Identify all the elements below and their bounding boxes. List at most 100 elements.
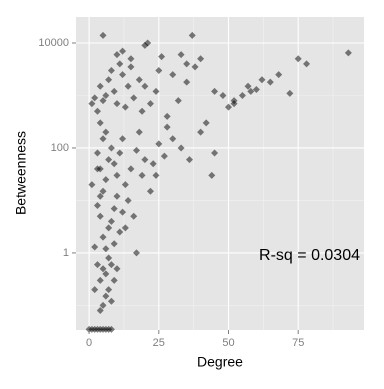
point (91, 286, 99, 294)
point (99, 301, 107, 309)
point (93, 261, 101, 269)
point (116, 228, 124, 236)
point (116, 60, 124, 68)
point (160, 152, 168, 160)
point (102, 245, 110, 253)
point (107, 261, 115, 269)
point (121, 181, 129, 189)
point (105, 286, 113, 294)
point (107, 325, 115, 333)
point (99, 233, 107, 241)
point (155, 140, 163, 148)
point (93, 149, 101, 157)
point (230, 100, 238, 108)
point (183, 78, 191, 86)
point (102, 270, 110, 278)
point (208, 171, 216, 179)
point (344, 49, 352, 57)
point (110, 205, 118, 213)
point (244, 82, 252, 90)
point (294, 55, 302, 63)
point (99, 31, 107, 39)
point (102, 128, 110, 136)
point (163, 123, 171, 131)
point (105, 156, 113, 164)
point (258, 76, 266, 84)
y-axis-label: Betweenness (13, 131, 29, 215)
point (88, 100, 96, 108)
point (163, 112, 171, 120)
point (177, 51, 185, 59)
point (99, 187, 107, 195)
point (96, 119, 104, 127)
point (113, 192, 121, 200)
point (183, 60, 191, 68)
point (158, 53, 166, 61)
point (99, 135, 107, 143)
point (174, 97, 182, 105)
point (132, 146, 140, 154)
point (130, 94, 138, 102)
x-tick-label: 75 (292, 337, 304, 349)
point (121, 103, 129, 111)
point (188, 31, 196, 39)
point (252, 86, 260, 94)
point (141, 82, 149, 90)
x-tick-label: 25 (153, 337, 165, 349)
point (127, 63, 135, 71)
point (169, 135, 177, 143)
point (110, 160, 118, 168)
point (113, 171, 121, 179)
point (135, 128, 143, 136)
point (146, 187, 154, 195)
point (119, 135, 127, 143)
point (107, 144, 115, 152)
y-tick-label: 1 (63, 247, 69, 259)
point (135, 76, 143, 84)
point (91, 94, 99, 102)
point (238, 91, 246, 99)
point (96, 306, 104, 314)
point (219, 91, 227, 99)
point (132, 249, 140, 257)
point (152, 87, 160, 95)
point (149, 160, 157, 168)
point (105, 76, 113, 84)
point (99, 265, 107, 273)
point (121, 224, 129, 232)
point (99, 97, 107, 105)
point (211, 87, 219, 95)
point (93, 202, 101, 210)
point (155, 66, 163, 74)
point (93, 107, 101, 115)
point (247, 87, 255, 95)
point (107, 217, 115, 225)
point (88, 181, 96, 189)
point (119, 71, 127, 79)
point (286, 89, 294, 97)
point (102, 176, 110, 184)
point (127, 165, 135, 173)
point (138, 171, 146, 179)
point (275, 71, 283, 79)
point (127, 55, 135, 63)
y-tick-label: 10000 (38, 37, 69, 49)
point (110, 240, 118, 248)
point (303, 60, 311, 68)
x-tick-label: 0 (86, 337, 92, 349)
point (146, 100, 154, 108)
point (177, 144, 185, 152)
point (202, 119, 210, 127)
point (116, 149, 124, 157)
point (225, 103, 233, 111)
point (191, 63, 199, 71)
point (124, 82, 132, 90)
point (211, 149, 219, 157)
point (105, 224, 113, 232)
point (91, 243, 99, 251)
point (119, 47, 127, 55)
annotation: R-sq = 0.0304 (259, 247, 360, 264)
point (169, 71, 177, 79)
point (110, 276, 118, 284)
